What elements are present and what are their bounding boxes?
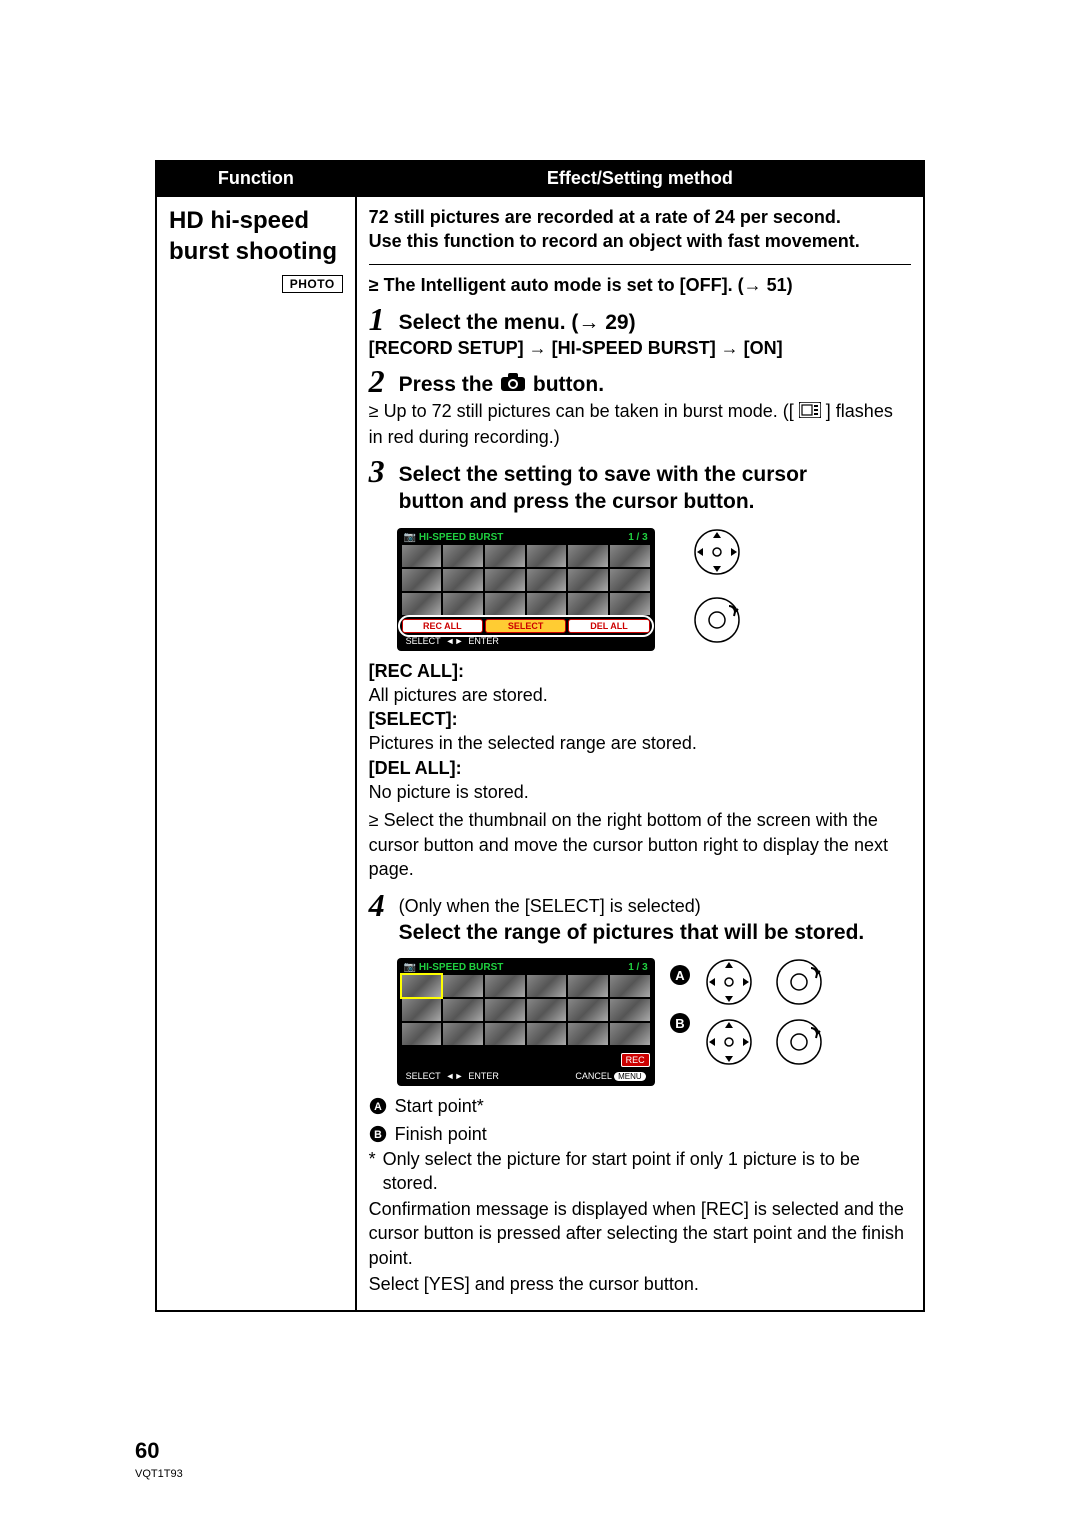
step-3-number: 3	[369, 455, 389, 487]
bullet: ≥	[369, 275, 384, 295]
step-4-number: 4	[369, 889, 389, 921]
svg-text:A: A	[675, 968, 685, 983]
screen1-title: HI-SPEED BURST	[419, 532, 503, 543]
auto-mode-note: The Intelligent auto mode is set to [OFF…	[384, 275, 793, 295]
legend-a: Start point*	[395, 1094, 484, 1118]
photo-badge: PHOTO	[282, 275, 343, 293]
doc-code: VQT1T93	[135, 1468, 183, 1480]
center-press-icon	[693, 596, 741, 644]
legend-b: Finish point	[395, 1122, 487, 1146]
screen2-rec: REC	[621, 1053, 650, 1067]
thumbnail-note: Select the thumbnail on the right bottom…	[369, 808, 911, 881]
step-4-bold: Select the range of pictures that will b…	[399, 919, 865, 946]
step-1-number: 1	[369, 303, 389, 335]
svg-text:A: A	[374, 1101, 382, 1113]
screen1-btn-select: SELECT	[485, 619, 566, 633]
dpad-icon	[693, 528, 741, 576]
star-note: Only select the picture for start point …	[383, 1147, 911, 1196]
svg-text:B: B	[675, 1016, 684, 1031]
step-2-prefix: Press the	[399, 373, 499, 396]
separator	[369, 264, 911, 265]
th-effect: Effect/Setting method	[356, 161, 924, 196]
rec-all-label: [REC ALL]:	[369, 659, 911, 683]
select-label: [SELECT]:	[369, 707, 911, 731]
svg-text:B: B	[374, 1129, 382, 1141]
del-all-text: No picture is stored.	[369, 780, 911, 804]
del-all-label: [DEL ALL]:	[369, 756, 911, 780]
center-press-icon	[775, 958, 823, 1006]
screen-preview-2: 📷 HI-SPEED BURST 1 / 3 REC SELECT ◄► ENT…	[397, 958, 655, 1086]
function-cell: HD hi-speed burst shooting PHOTO	[156, 196, 356, 1311]
manual-page: Function Effect/Setting method HD hi-spe…	[0, 0, 1080, 1526]
camera-icon	[499, 372, 527, 399]
intro-line1: 72 still pictures are recorded at a rate…	[369, 205, 911, 229]
marker-b-small-icon: B	[369, 1125, 387, 1143]
screen1-btn-rec: REC ALL	[402, 619, 483, 633]
intro-line2: Use this function to record an object wi…	[369, 229, 911, 253]
effect-cell: 72 still pictures are recorded at a rate…	[356, 196, 924, 1311]
screen2-page: 1 / 3	[628, 962, 647, 973]
step-1-text: Select the menu. (→ 29)	[399, 303, 636, 336]
function-title: HD hi-speed burst shooting	[169, 205, 343, 267]
screen1-btn-del: DEL ALL	[568, 619, 649, 633]
screen2-title: HI-SPEED BURST	[419, 962, 503, 973]
step2-note-a: Up to 72 still pictures can be taken in …	[384, 401, 794, 421]
marker-a-small-icon: A	[369, 1097, 387, 1115]
step-3-line1: Select the setting to save with the curs…	[399, 461, 807, 488]
confirm-note-2: Select [YES] and press the cursor button…	[369, 1272, 911, 1296]
page-number: 60	[135, 1438, 159, 1464]
screen1-page: 1 / 3	[628, 532, 647, 543]
burst-screen-icon	[799, 400, 821, 424]
center-press-icon	[775, 1018, 823, 1066]
step-3-line2: button and press the cursor button.	[399, 488, 807, 515]
step-4-only: (Only when the [SELECT] is selected)	[399, 895, 865, 918]
bullet: ≥	[369, 401, 384, 421]
rec-all-text: All pictures are stored.	[369, 683, 911, 707]
screen-preview-1: 📷 HI-SPEED BURST 1 / 3 REC ALL SELECT DE…	[397, 528, 655, 651]
th-function: Function	[156, 161, 356, 196]
marker-b-icon: B	[669, 1012, 691, 1034]
step-2-number: 2	[369, 365, 389, 397]
confirm-note-1: Confirmation message is displayed when […	[369, 1197, 911, 1270]
function-table: Function Effect/Setting method HD hi-spe…	[155, 160, 925, 1312]
select-text: Pictures in the selected range are store…	[369, 731, 911, 755]
marker-a-icon: A	[669, 964, 691, 986]
dpad-icon	[705, 958, 753, 1006]
dpad-icon	[705, 1018, 753, 1066]
record-setup-path: [RECORD SETUP] → [HI-SPEED BURST] → [ON]	[369, 338, 911, 359]
step-2-suffix: button.	[533, 373, 604, 396]
